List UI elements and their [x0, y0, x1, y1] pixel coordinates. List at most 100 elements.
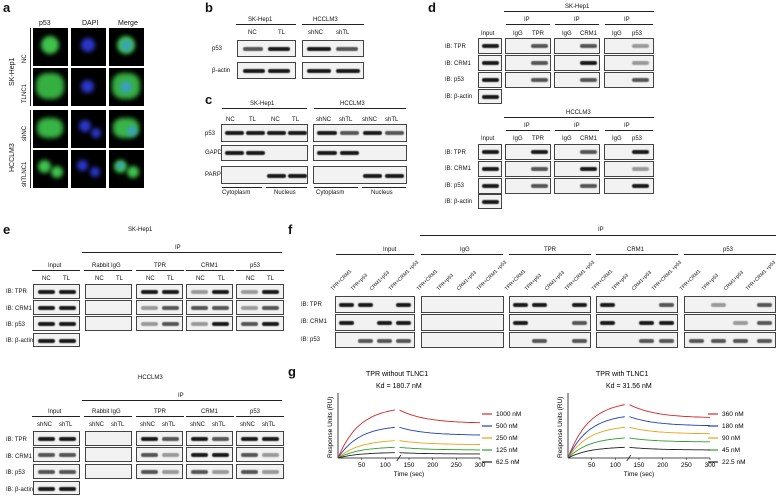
blot [554, 178, 600, 194]
blot [421, 296, 504, 313]
blot [604, 55, 654, 71]
row-label: IB: CRM1 [301, 319, 328, 325]
col-label-dapi: DAPI [82, 20, 99, 27]
lane-label: shNC [37, 422, 53, 428]
lane-label: IgG [513, 136, 523, 142]
group-label: Rabbit IgG [92, 409, 121, 415]
lane-label: TPR+CRM1 [678, 268, 703, 292]
group-label: CRM1 [201, 263, 219, 269]
x-tick-label: 250 [451, 462, 462, 469]
lane-label: TPR+p53 [700, 272, 721, 292]
lane-label: shNC [316, 117, 332, 123]
lane-label: TL [267, 276, 275, 282]
series-line-association [337, 426, 395, 459]
bracket-line [222, 108, 307, 109]
series-line-dissociation [399, 409, 480, 424]
bracket-line [186, 270, 234, 271]
row-label: IB: p53 [6, 470, 26, 476]
group-label: CRM1 [627, 247, 645, 253]
blot [335, 296, 415, 313]
fraction-label: Cytoplasm [316, 190, 345, 196]
blot-p53 [313, 124, 407, 142]
if-image [71, 150, 106, 188]
panel-e-label: e [3, 222, 11, 237]
lane-label: CRM1+p53 [630, 269, 653, 292]
bracket-line [504, 117, 654, 118]
if-image [71, 110, 106, 148]
chart-without-tlnc1: TPR without TLNC1 Kd = 180.7 nM 50 100 150 20… [327, 371, 521, 478]
group-label: TPR [544, 247, 556, 253]
x-axis-label: Time (sec) [624, 471, 654, 478]
series-line-dissociation [629, 446, 710, 451]
blot [335, 332, 415, 348]
blot-p53 [221, 124, 308, 142]
ip-label: IP [175, 245, 181, 251]
blot [33, 333, 80, 347]
lane-label: NC [95, 276, 104, 282]
blot [136, 284, 183, 299]
lane-label: TPR+p53 [435, 272, 456, 292]
fraction-line [222, 187, 262, 188]
row-label: β-actin [212, 68, 231, 74]
lane-label: TPR+p53 [523, 272, 544, 292]
if-image [33, 110, 68, 148]
lane-label: NC [246, 276, 255, 282]
lane-label: shNC [140, 422, 156, 428]
bracket-line [32, 416, 80, 417]
lane-label: NC [146, 276, 155, 282]
x-tick-label: 300 [475, 462, 486, 469]
lane-label: shNC [89, 422, 105, 428]
blot [554, 161, 600, 177]
blot [33, 431, 80, 446]
blot [478, 55, 502, 71]
series-line-dissociation [629, 426, 710, 435]
bracket-line [32, 270, 80, 271]
blot [684, 314, 776, 331]
bracket-line [136, 270, 184, 271]
lane-label: TL [63, 276, 71, 282]
cell-label: SK-Hep1 [565, 4, 590, 10]
legend-label: 90 nM [722, 435, 740, 442]
group-label: Input [48, 263, 62, 269]
lane-label: shNC [240, 422, 256, 428]
blot [478, 144, 502, 160]
kd-annotation: Kd = 180.7 nM [376, 383, 422, 390]
series-line-association [337, 446, 395, 459]
group-label: Input [383, 247, 397, 253]
blot-actin [302, 62, 364, 79]
bracket-line [314, 108, 406, 109]
legend-label: 125 nM [496, 447, 518, 454]
blot [604, 178, 654, 194]
series-line-association [567, 426, 625, 459]
blot [33, 481, 80, 495]
fraction-line [266, 187, 307, 188]
legend-label: 62.5 nM [496, 459, 520, 466]
blot [505, 144, 551, 160]
chart-with-tlnc1: TPR with TLNC1 Kd = 31.56 nM 50 100 150 200 25… [557, 371, 746, 478]
x-tick-label: 100 [610, 462, 621, 469]
kd-annotation: Kd = 31.56 nM [606, 383, 652, 390]
fraction-label: Cytoplasm [222, 190, 251, 196]
x-axis-label: Time (sec) [394, 471, 424, 478]
lane-label: NC [42, 276, 51, 282]
series-line-dissociation [399, 426, 481, 436]
blot [684, 296, 776, 313]
group-bracket [30, 110, 31, 188]
blot [604, 161, 654, 177]
blot [509, 296, 591, 313]
series-line-association [337, 452, 395, 459]
blot [85, 316, 132, 331]
series-line-association [567, 404, 625, 459]
legend-label: 45 nM [722, 447, 740, 454]
row-label: IB: p53 [445, 183, 465, 189]
lane-label: TL [218, 276, 226, 282]
lane-label: NC [248, 30, 257, 36]
bracket-line [84, 270, 132, 271]
group-label: TPR [154, 409, 166, 415]
lane-label: CRM1+p53 [368, 269, 391, 292]
group-label: IgG [460, 247, 470, 253]
bracket-line [82, 400, 282, 401]
ip-label: IP [524, 123, 530, 129]
lane-label: CRM1 [580, 136, 598, 142]
lane-label: TL [278, 30, 286, 36]
